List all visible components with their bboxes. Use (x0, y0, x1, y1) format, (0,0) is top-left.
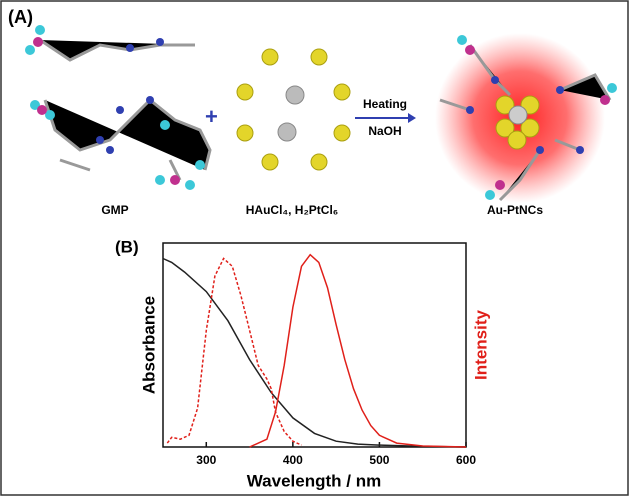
arrow-top-label: Heating (363, 97, 407, 111)
molecules (25, 25, 212, 190)
x-tick-label: 500 (369, 453, 389, 467)
x-tick-label: 300 (196, 453, 216, 467)
series-line (162, 257, 467, 448)
product-label: Au-PtNCs (487, 203, 543, 217)
plot-frame (162, 242, 467, 448)
panel-label: (B) (115, 237, 139, 256)
panel-label: (A) (8, 7, 33, 27)
y-axis-label: Absorbance (139, 296, 158, 394)
arrow-head (408, 113, 416, 123)
nanocluster (435, 33, 617, 203)
x-tick-label: 400 (283, 453, 303, 467)
x-tick-label: 600 (456, 453, 476, 467)
arrow-bottom-label: NaOH (368, 124, 401, 138)
plus: + (205, 104, 218, 129)
precursor-label: HAuCl₄, H₂PtCl₆ (246, 203, 339, 217)
molecule-label: GMP (101, 203, 128, 217)
plot: 300 400 500 600 (162, 253, 476, 467)
x-axis-label: Wavelength / nm (247, 471, 381, 490)
series-line (166, 257, 302, 446)
y2-axis-label: Intensity (471, 310, 490, 380)
metal-salts (236, 48, 351, 171)
series-line (249, 253, 467, 448)
